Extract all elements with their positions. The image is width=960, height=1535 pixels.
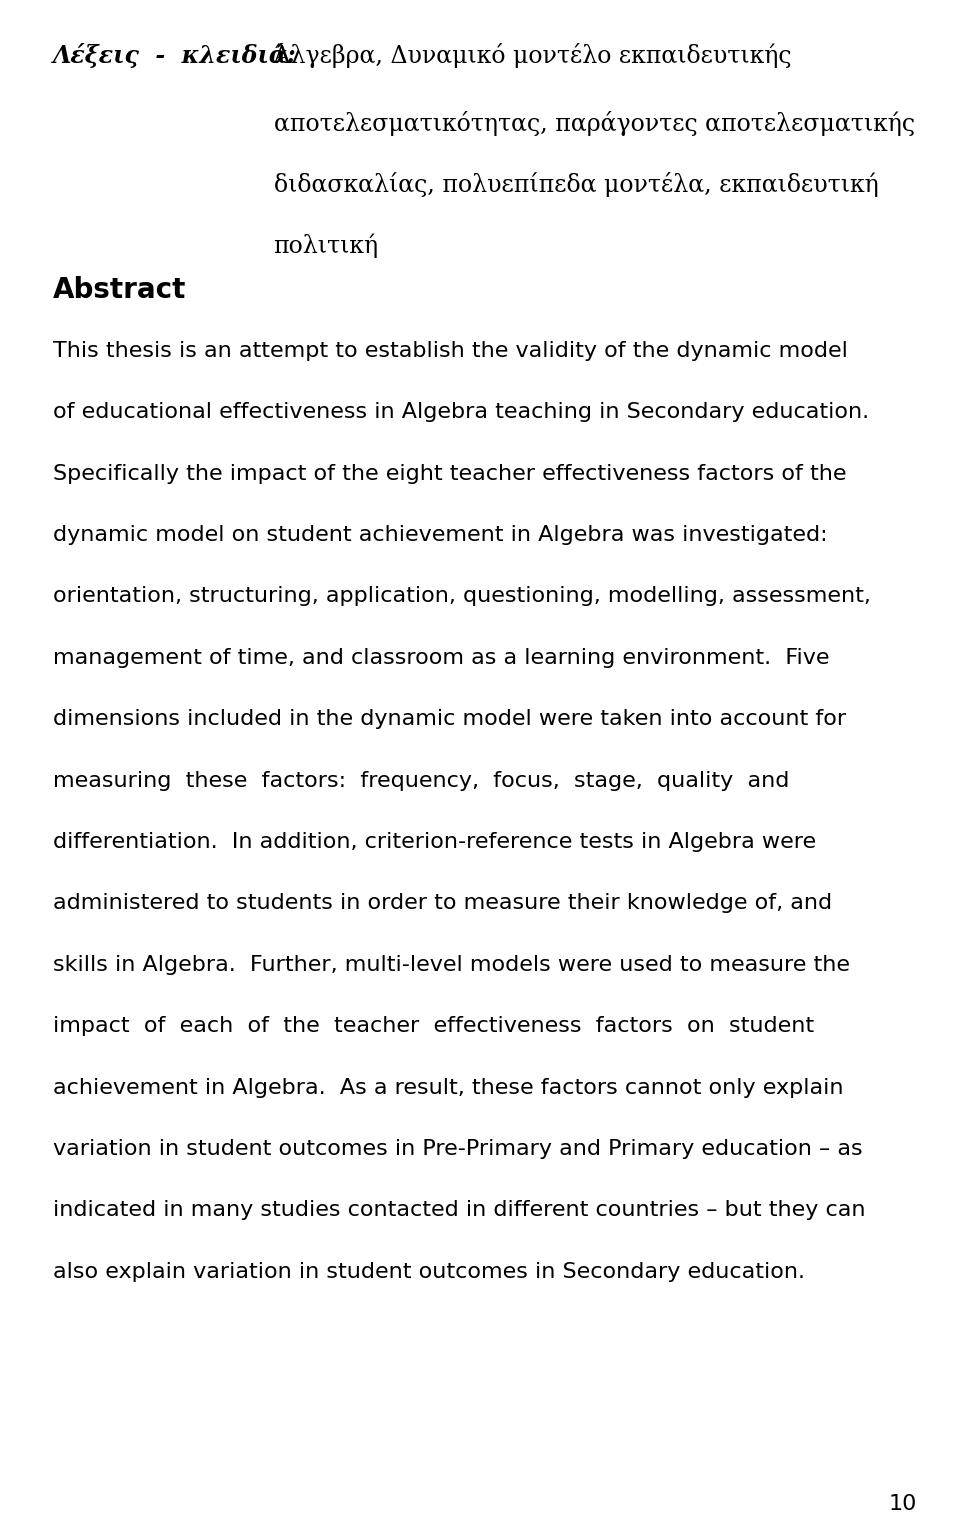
Text: variation in student outcomes in Pre-Primary and Primary education – as: variation in student outcomes in Pre-Pri… xyxy=(53,1139,862,1159)
Text: διδασκαλίας, πολυεπίπεδα μοντέλα, εκπαιδευτική: διδασκαλίας, πολυεπίπεδα μοντέλα, εκπαιδ… xyxy=(274,172,878,196)
Text: Άλγεβρα, Δυναμικό μοντέλο εκπαιδευτικής: Άλγεβρα, Δυναμικό μοντέλο εκπαιδευτικής xyxy=(266,43,791,68)
Text: orientation, structuring, application, questioning, modelling, assessment,: orientation, structuring, application, q… xyxy=(53,586,871,606)
Text: of educational effectiveness in Algebra teaching in Secondary education.: of educational effectiveness in Algebra … xyxy=(53,402,869,422)
Text: πολιτική: πολιτική xyxy=(274,233,379,258)
Text: dynamic model on student achievement in Algebra was investigated:: dynamic model on student achievement in … xyxy=(53,525,828,545)
Text: management of time, and classroom as a learning environment.  Five: management of time, and classroom as a l… xyxy=(53,648,829,668)
Text: achievement in Algebra.  As a result, these factors cannot only explain: achievement in Algebra. As a result, the… xyxy=(53,1078,843,1098)
Text: indicated in many studies contacted in different countries – but they can: indicated in many studies contacted in d… xyxy=(53,1200,865,1220)
Text: differentiation.  In addition, criterion-reference tests in Algebra were: differentiation. In addition, criterion-… xyxy=(53,832,816,852)
Text: Λέξεις  -  κλειδιά:: Λέξεις - κλειδιά: xyxy=(53,43,297,68)
Text: Abstract: Abstract xyxy=(53,276,186,304)
Text: αποτελεσματικότητας, παράγοντες αποτελεσματικής: αποτελεσματικότητας, παράγοντες αποτελεσ… xyxy=(274,111,915,135)
Text: also explain variation in student outcomes in Secondary education.: also explain variation in student outcom… xyxy=(53,1262,804,1282)
Text: dimensions included in the dynamic model were taken into account for: dimensions included in the dynamic model… xyxy=(53,709,846,729)
Text: measuring  these  factors:  frequency,  focus,  stage,  quality  and: measuring these factors: frequency, focu… xyxy=(53,771,789,791)
Text: impact  of  each  of  the  teacher  effectiveness  factors  on  student: impact of each of the teacher effectiven… xyxy=(53,1016,814,1036)
Text: 10: 10 xyxy=(888,1494,917,1514)
Text: administered to students in order to measure their knowledge of, and: administered to students in order to mea… xyxy=(53,893,832,913)
Text: This thesis is an attempt to establish the validity of the dynamic model: This thesis is an attempt to establish t… xyxy=(53,341,848,361)
Text: Specifically the impact of the eight teacher effectiveness factors of the: Specifically the impact of the eight tea… xyxy=(53,464,847,484)
Text: skills in Algebra.  Further, multi-level models were used to measure the: skills in Algebra. Further, multi-level … xyxy=(53,955,850,975)
